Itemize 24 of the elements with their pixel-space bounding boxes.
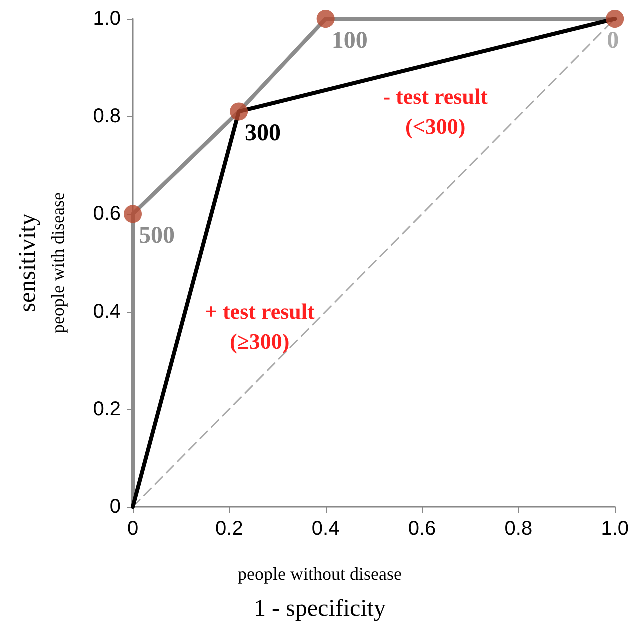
annotation: 500 — [139, 223, 175, 250]
annotation: + test result (≥300) — [204, 298, 316, 354]
x-tick-label: 0.2 — [216, 518, 244, 540]
point — [124, 205, 142, 224]
y-tick-label: 0.2 — [93, 398, 121, 420]
x-tick-label: 0.4 — [312, 518, 340, 540]
annotation: 0 — [607, 28, 620, 54]
point — [230, 102, 248, 121]
y-axis-title: sensitivity people with disease — [15, 192, 68, 334]
annotation: - test result (<300) — [383, 84, 489, 140]
x-axis-title: people without disease 1 - specificity — [238, 564, 402, 622]
y-tick-label: 0 — [110, 496, 121, 518]
x-tick-label: 1.0 — [601, 518, 630, 540]
point — [316, 10, 335, 28]
annotation: 100 — [332, 28, 368, 54]
y-tick-label: 1.0 — [93, 8, 121, 30]
x-tick-label: 0 — [127, 518, 139, 540]
point — [606, 10, 624, 28]
x-tick-label: 0.6 — [408, 518, 436, 540]
y-tick-label: 0.8 — [93, 106, 121, 128]
y-tick-label: 0.4 — [93, 300, 121, 323]
annotation: 300 — [245, 120, 282, 147]
y-tick-label: 0.6 — [93, 203, 121, 226]
x-tick-label: 0.8 — [504, 518, 533, 540]
